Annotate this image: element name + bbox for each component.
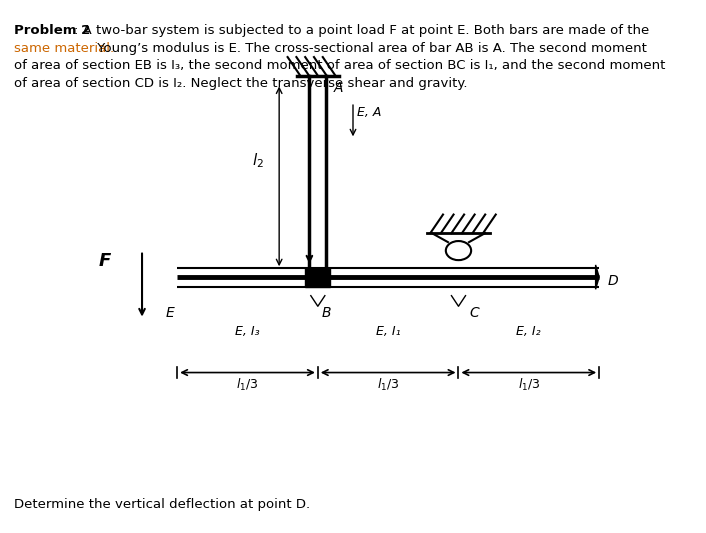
Text: of area of section CD is I₂. Neglect the transverse shear and gravity.: of area of section CD is I₂. Neglect the… <box>14 77 467 90</box>
Text: F: F <box>98 252 110 270</box>
Text: Determine the vertical deflection at point D.: Determine the vertical deflection at poi… <box>14 498 310 511</box>
Text: : A two-bar system is subjected to a point load F at point E. Both bars are made: : A two-bar system is subjected to a poi… <box>74 24 650 37</box>
Text: E, I₁: E, I₁ <box>376 325 400 338</box>
Text: $l_1/3$: $l_1/3$ <box>237 377 259 393</box>
Text: A: A <box>333 81 343 95</box>
Text: of area of section EB is I₃, the second moment of area of section BC is I₁, and : of area of section EB is I₃, the second … <box>14 59 666 72</box>
Text: E, I₂: E, I₂ <box>517 325 541 338</box>
Text: E, I₃: E, I₃ <box>235 325 260 338</box>
Text: E, A: E, A <box>357 106 381 119</box>
Text: $l_1/3$: $l_1/3$ <box>517 377 540 393</box>
Text: Problem 2: Problem 2 <box>14 24 90 37</box>
Polygon shape <box>596 265 599 289</box>
Text: $l_2$: $l_2$ <box>252 151 264 170</box>
Text: E: E <box>166 306 174 320</box>
Polygon shape <box>305 268 330 287</box>
Text: C: C <box>469 306 479 320</box>
Text: Young’s modulus is E. The cross-sectional area of bar AB is A. The second moment: Young’s modulus is E. The cross-sectiona… <box>93 42 647 54</box>
Text: B: B <box>321 306 331 320</box>
Text: D: D <box>608 274 618 288</box>
Text: $l_1/3$: $l_1/3$ <box>377 377 400 393</box>
Text: same material.: same material. <box>14 42 114 54</box>
